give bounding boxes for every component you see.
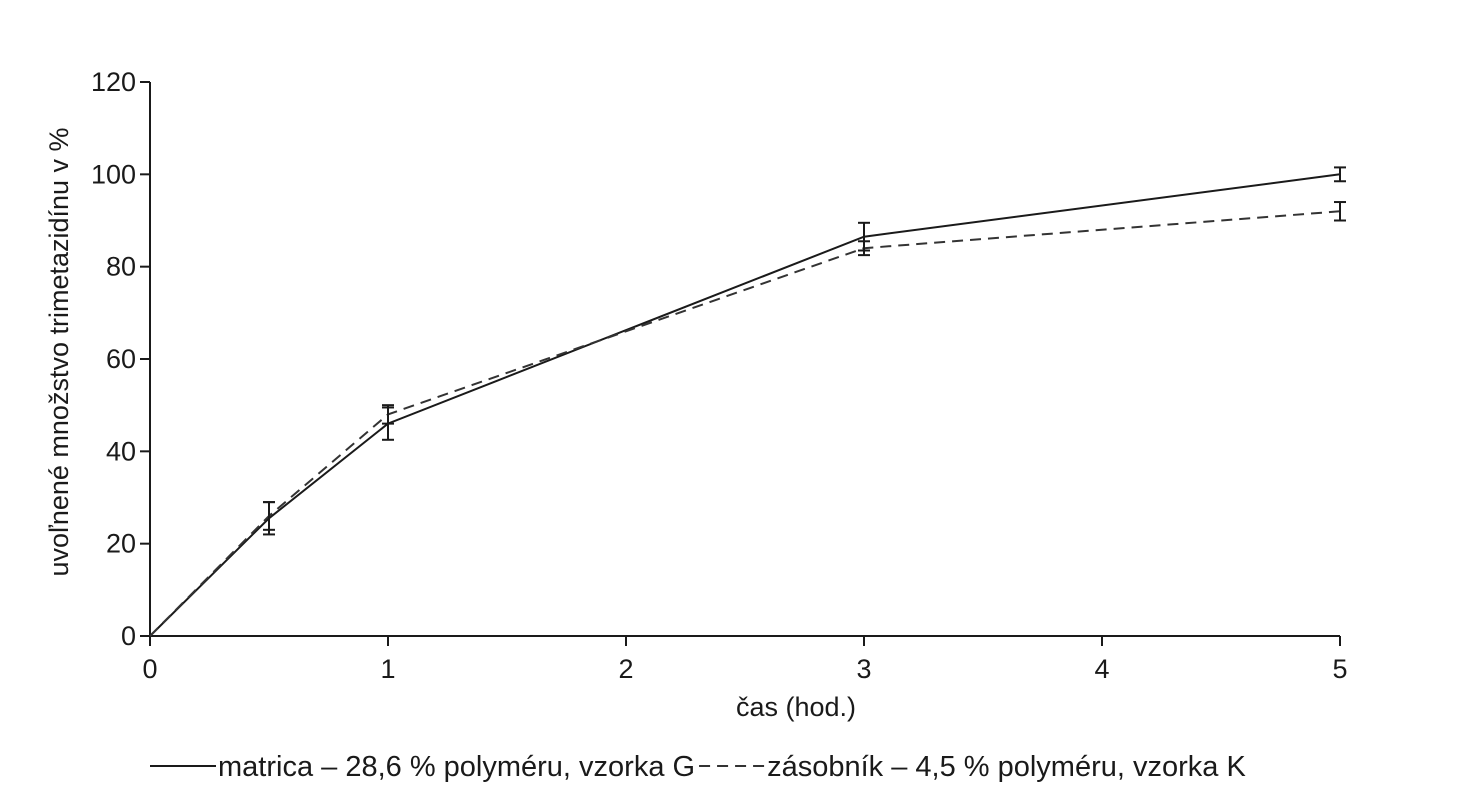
y-axis-title: uvoľnené množstvo trimetazidínu v % [44, 127, 74, 576]
series-matrica [149, 166, 1346, 637]
y-tick-label: 60 [106, 344, 136, 374]
y-tick-label: 100 [91, 159, 136, 189]
y-tick-label: 80 [106, 252, 136, 282]
series-line-matrica [149, 173, 1341, 637]
ticks: 0 20 40 60 80 100 120 0 1 2 3 4 5 [91, 67, 1348, 684]
y-tick-label: 40 [106, 436, 136, 466]
legend: matrica – 28,6 % polyméru, vzorka G zásob… [150, 751, 1246, 783]
error-bar-zásobník [858, 240, 870, 257]
x-tick-label: 2 [618, 654, 633, 684]
axes [149, 82, 1340, 637]
x-axis-title: čas (hod.) [736, 692, 856, 722]
series-layer [149, 166, 1346, 637]
error-bar-matrica [1334, 166, 1346, 183]
x-tick-label: 1 [380, 654, 395, 684]
y-tick-label: 0 [121, 621, 136, 651]
x-tick-label: 3 [856, 654, 871, 684]
error-bar-zásobník [263, 501, 275, 531]
legend-label-matrica: matrica – 28,6 % polyméru, vzorka G [218, 751, 695, 783]
legend-label-zásobník: zásobník – 4,5 % polyméru, vzorka K [767, 751, 1246, 783]
series-line-zásobník [149, 210, 1341, 637]
error-bar-zásobník [382, 404, 394, 425]
y-tick-label: 20 [106, 529, 136, 559]
series-zásobník [149, 201, 1346, 637]
error-bar-zásobník [1334, 201, 1346, 222]
y-tick-label: 120 [91, 67, 136, 97]
x-tick-label: 5 [1332, 654, 1347, 684]
x-tick-label: 4 [1094, 654, 1109, 684]
x-tick-label: 0 [142, 654, 157, 684]
